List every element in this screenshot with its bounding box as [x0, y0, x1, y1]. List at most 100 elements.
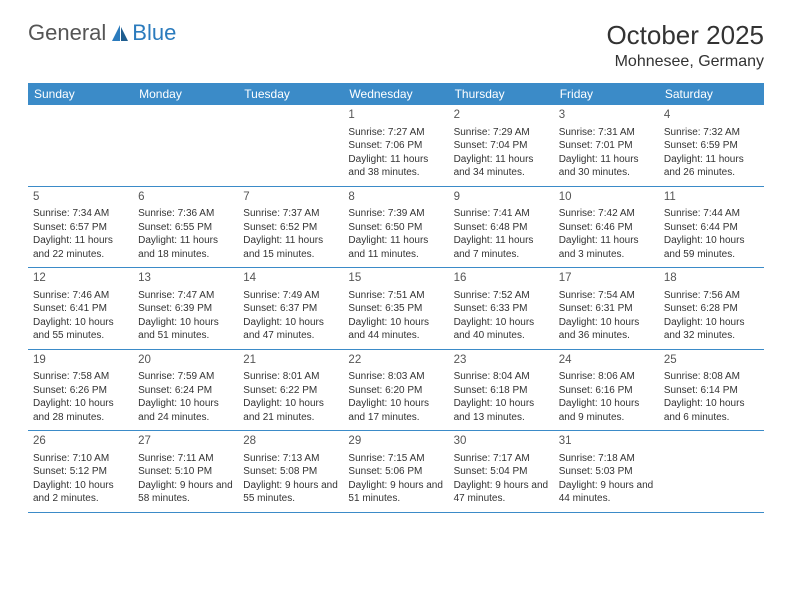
sunrise-text: Sunrise: 8:08 AM	[664, 370, 759, 384]
sunset-text: Sunset: 6:31 PM	[559, 302, 654, 316]
sunrise-text: Sunrise: 7:44 AM	[664, 207, 759, 221]
calendar-empty-cell	[238, 105, 343, 186]
daylight-text: Daylight: 10 hours and 47 minutes.	[243, 316, 338, 343]
day-number: 3	[559, 108, 654, 124]
day-number: 15	[348, 271, 443, 287]
weekday-header: Monday	[133, 83, 238, 105]
daylight-text: Daylight: 10 hours and 36 minutes.	[559, 316, 654, 343]
sunrise-text: Sunrise: 8:03 AM	[348, 370, 443, 384]
day-number: 1	[348, 108, 443, 124]
weekday-header: Saturday	[659, 83, 764, 105]
sunrise-text: Sunrise: 8:01 AM	[243, 370, 338, 384]
calendar-day-cell: 4Sunrise: 7:32 AMSunset: 6:59 PMDaylight…	[659, 105, 764, 186]
day-number: 27	[138, 434, 233, 450]
calendar-day-cell: 9Sunrise: 7:41 AMSunset: 6:48 PMDaylight…	[449, 187, 554, 268]
day-number: 9	[454, 190, 549, 206]
calendar-week-row: 12Sunrise: 7:46 AMSunset: 6:41 PMDayligh…	[28, 268, 764, 350]
calendar-day-cell: 22Sunrise: 8:03 AMSunset: 6:20 PMDayligh…	[343, 350, 448, 431]
sunrise-text: Sunrise: 7:42 AM	[559, 207, 654, 221]
sunset-text: Sunset: 6:28 PM	[664, 302, 759, 316]
day-number: 5	[33, 190, 128, 206]
sunset-text: Sunset: 7:06 PM	[348, 139, 443, 153]
brand-logo: General Blue	[28, 20, 176, 46]
title-block: October 2025 Mohnesee, Germany	[606, 20, 764, 71]
calendar-day-cell: 10Sunrise: 7:42 AMSunset: 6:46 PMDayligh…	[554, 187, 659, 268]
sunrise-text: Sunrise: 7:54 AM	[559, 289, 654, 303]
sunset-text: Sunset: 7:04 PM	[454, 139, 549, 153]
sunset-text: Sunset: 6:33 PM	[454, 302, 549, 316]
daylight-text: Daylight: 11 hours and 7 minutes.	[454, 234, 549, 261]
sunrise-text: Sunrise: 7:56 AM	[664, 289, 759, 303]
calendar-day-cell: 17Sunrise: 7:54 AMSunset: 6:31 PMDayligh…	[554, 268, 659, 349]
sunset-text: Sunset: 5:10 PM	[138, 465, 233, 479]
calendar-day-cell: 15Sunrise: 7:51 AMSunset: 6:35 PMDayligh…	[343, 268, 448, 349]
sunset-text: Sunset: 6:52 PM	[243, 221, 338, 235]
sunrise-text: Sunrise: 7:58 AM	[33, 370, 128, 384]
day-number: 13	[138, 271, 233, 287]
calendar-day-cell: 20Sunrise: 7:59 AMSunset: 6:24 PMDayligh…	[133, 350, 238, 431]
day-number: 28	[243, 434, 338, 450]
sunrise-text: Sunrise: 7:37 AM	[243, 207, 338, 221]
calendar-day-cell: 1Sunrise: 7:27 AMSunset: 7:06 PMDaylight…	[343, 105, 448, 186]
daylight-text: Daylight: 10 hours and 6 minutes.	[664, 397, 759, 424]
daylight-text: Daylight: 9 hours and 51 minutes.	[348, 479, 443, 506]
month-title: October 2025	[606, 20, 764, 51]
day-number: 18	[664, 271, 759, 287]
calendar-page: General Blue October 2025 Mohnesee, Germ…	[0, 0, 792, 533]
sunset-text: Sunset: 6:48 PM	[454, 221, 549, 235]
sail-icon	[110, 23, 130, 43]
day-number: 7	[243, 190, 338, 206]
daylight-text: Daylight: 11 hours and 26 minutes.	[664, 153, 759, 180]
daylight-text: Daylight: 10 hours and 55 minutes.	[33, 316, 128, 343]
calendar-empty-cell	[659, 431, 764, 512]
sunrise-text: Sunrise: 7:51 AM	[348, 289, 443, 303]
daylight-text: Daylight: 10 hours and 51 minutes.	[138, 316, 233, 343]
calendar-day-cell: 30Sunrise: 7:17 AMSunset: 5:04 PMDayligh…	[449, 431, 554, 512]
daylight-text: Daylight: 9 hours and 44 minutes.	[559, 479, 654, 506]
calendar-empty-cell	[28, 105, 133, 186]
weekday-header: Wednesday	[343, 83, 448, 105]
sunrise-text: Sunrise: 7:36 AM	[138, 207, 233, 221]
sunrise-text: Sunrise: 7:34 AM	[33, 207, 128, 221]
daylight-text: Daylight: 10 hours and 40 minutes.	[454, 316, 549, 343]
weekday-header: Thursday	[449, 83, 554, 105]
sunrise-text: Sunrise: 7:41 AM	[454, 207, 549, 221]
daylight-text: Daylight: 11 hours and 30 minutes.	[559, 153, 654, 180]
calendar-header-row: SundayMondayTuesdayWednesdayThursdayFrid…	[28, 83, 764, 105]
sunrise-text: Sunrise: 7:27 AM	[348, 126, 443, 140]
daylight-text: Daylight: 11 hours and 34 minutes.	[454, 153, 549, 180]
calendar-day-cell: 5Sunrise: 7:34 AMSunset: 6:57 PMDaylight…	[28, 187, 133, 268]
sunset-text: Sunset: 5:04 PM	[454, 465, 549, 479]
calendar-day-cell: 19Sunrise: 7:58 AMSunset: 6:26 PMDayligh…	[28, 350, 133, 431]
day-number: 24	[559, 353, 654, 369]
sunrise-text: Sunrise: 7:49 AM	[243, 289, 338, 303]
brand-text-blue: Blue	[132, 20, 176, 46]
sunset-text: Sunset: 5:03 PM	[559, 465, 654, 479]
sunrise-text: Sunrise: 7:39 AM	[348, 207, 443, 221]
day-number: 21	[243, 353, 338, 369]
calendar-day-cell: 7Sunrise: 7:37 AMSunset: 6:52 PMDaylight…	[238, 187, 343, 268]
daylight-text: Daylight: 10 hours and 17 minutes.	[348, 397, 443, 424]
sunrise-text: Sunrise: 8:06 AM	[559, 370, 654, 384]
daylight-text: Daylight: 10 hours and 2 minutes.	[33, 479, 128, 506]
brand-text-gray: General	[28, 20, 106, 46]
sunset-text: Sunset: 6:14 PM	[664, 384, 759, 398]
sunset-text: Sunset: 6:18 PM	[454, 384, 549, 398]
sunset-text: Sunset: 5:12 PM	[33, 465, 128, 479]
sunset-text: Sunset: 7:01 PM	[559, 139, 654, 153]
calendar-body: 1 Sunrise: 7:27 AMSunset: 7:06 PM Daylight…	[28, 105, 764, 513]
daylight-text: Daylight: 10 hours and 24 minutes.	[138, 397, 233, 424]
day-number: 11	[664, 190, 759, 206]
calendar-day-cell: 27Sunrise: 7:11 AMSunset: 5:10 PMDayligh…	[133, 431, 238, 512]
day-number: 2	[454, 108, 549, 124]
sunrise-text: Sunrise: 7:32 AM	[664, 126, 759, 140]
sunset-text: Sunset: 5:08 PM	[243, 465, 338, 479]
calendar-day-cell: 16Sunrise: 7:52 AMSunset: 6:33 PMDayligh…	[449, 268, 554, 349]
sunrise-text: Sunrise: 7:10 AM	[33, 452, 128, 466]
day-number: 6	[138, 190, 233, 206]
calendar-day-cell: 25Sunrise: 8:08 AMSunset: 6:14 PMDayligh…	[659, 350, 764, 431]
day-number: 31	[559, 434, 654, 450]
day-number: 22	[348, 353, 443, 369]
sunset-text: Sunset: 6:22 PM	[243, 384, 338, 398]
weekday-header: Friday	[554, 83, 659, 105]
